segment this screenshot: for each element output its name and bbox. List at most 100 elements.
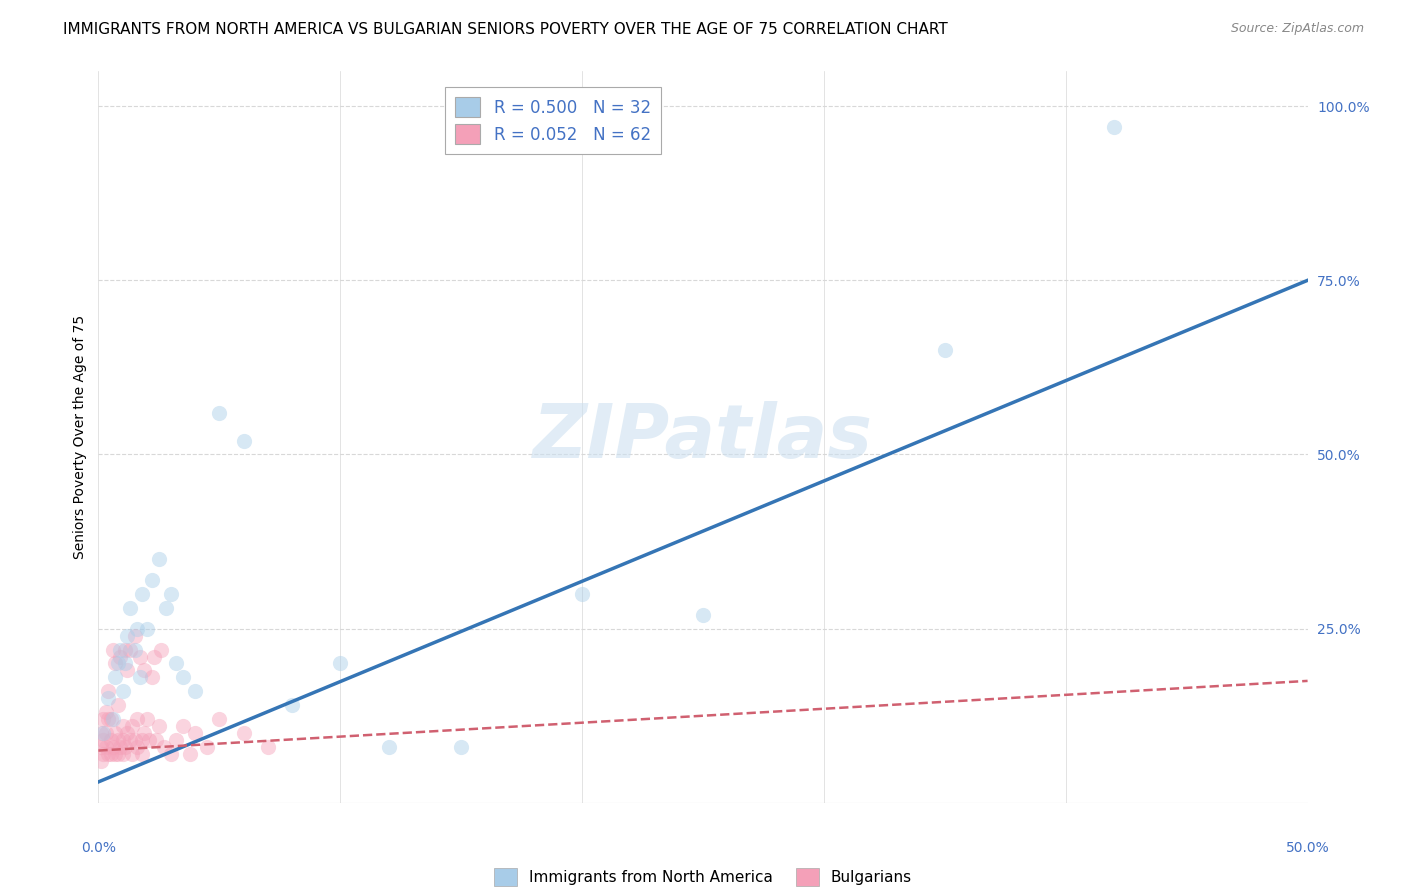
Point: [135, 622, 157, 636]
Point: [148, 552, 170, 566]
Point: [128, 670, 150, 684]
Text: 0.0%: 0.0%: [82, 841, 115, 855]
Point: [152, 740, 174, 755]
Point: [117, 664, 139, 678]
Point: [131, 747, 153, 761]
Point: [208, 712, 231, 726]
Point: [150, 642, 173, 657]
Point: [141, 670, 163, 684]
Point: [108, 740, 131, 755]
Point: [118, 600, 141, 615]
Point: [100, 747, 122, 761]
Point: [127, 712, 149, 726]
Point: [108, 642, 131, 657]
Point: [121, 747, 143, 761]
Point: [97, 712, 120, 726]
Point: [104, 670, 127, 684]
Point: [128, 649, 150, 664]
Point: [91, 747, 114, 761]
Point: [94, 740, 117, 755]
Point: [117, 629, 139, 643]
Text: IMMIGRANTS FROM NORTH AMERICA VS BULGARIAN SENIORS POVERTY OVER THE AGE OF 75 CO: IMMIGRANTS FROM NORTH AMERICA VS BULGARI…: [63, 22, 948, 37]
Point: [135, 712, 157, 726]
Point: [107, 657, 129, 671]
Point: [94, 726, 117, 740]
Point: [111, 733, 134, 747]
Point: [121, 719, 143, 733]
Point: [571, 587, 593, 601]
Point: [256, 740, 278, 755]
Point: [281, 698, 304, 713]
Point: [131, 587, 153, 601]
Point: [165, 733, 187, 747]
Point: [107, 698, 129, 713]
Point: [195, 740, 218, 755]
Point: [134, 726, 156, 740]
Point: [184, 726, 207, 740]
Point: [108, 649, 131, 664]
Point: [124, 733, 146, 747]
Point: [90, 726, 112, 740]
Point: [117, 726, 139, 740]
Point: [114, 657, 136, 671]
Point: [124, 629, 146, 643]
Point: [134, 664, 156, 678]
Text: Source: ZipAtlas.com: Source: ZipAtlas.com: [1230, 22, 1364, 36]
Point: [111, 747, 134, 761]
Point: [100, 712, 122, 726]
Point: [160, 747, 183, 761]
Point: [127, 740, 149, 755]
Point: [208, 406, 231, 420]
Point: [111, 684, 134, 698]
Point: [172, 719, 194, 733]
Point: [131, 733, 153, 747]
Point: [104, 657, 127, 671]
Point: [141, 573, 163, 587]
Point: [172, 670, 194, 684]
Point: [104, 747, 127, 761]
Point: [450, 740, 472, 755]
Point: [91, 733, 114, 747]
Point: [329, 657, 352, 671]
Point: [165, 657, 187, 671]
Point: [101, 642, 124, 657]
Point: [118, 733, 141, 747]
Text: ZIPatlas: ZIPatlas: [533, 401, 873, 474]
Point: [97, 684, 120, 698]
Point: [155, 600, 177, 615]
Point: [91, 712, 114, 726]
Point: [377, 740, 399, 755]
Point: [179, 747, 201, 761]
Point: [91, 726, 114, 740]
Point: [101, 712, 124, 726]
Point: [1102, 120, 1125, 134]
Point: [97, 691, 120, 706]
Point: [101, 740, 124, 755]
Point: [94, 705, 117, 719]
Point: [148, 719, 170, 733]
Point: [111, 719, 134, 733]
Point: [100, 733, 122, 747]
Point: [107, 733, 129, 747]
Point: [114, 642, 136, 657]
Point: [934, 343, 956, 357]
Point: [184, 684, 207, 698]
Y-axis label: Seniors Poverty Over the Age of 75: Seniors Poverty Over the Age of 75: [73, 315, 87, 559]
Point: [97, 747, 120, 761]
Point: [90, 754, 112, 768]
Text: 50.0%: 50.0%: [1285, 841, 1330, 855]
Point: [127, 622, 149, 636]
Point: [145, 733, 167, 747]
Point: [232, 726, 254, 740]
Point: [107, 747, 129, 761]
Point: [118, 642, 141, 657]
Point: [138, 733, 160, 747]
Point: [90, 740, 112, 755]
Point: [114, 740, 136, 755]
Point: [143, 649, 166, 664]
Point: [232, 434, 254, 448]
Point: [160, 587, 183, 601]
Point: [124, 642, 146, 657]
Legend: Immigrants from North America, Bulgarians: Immigrants from North America, Bulgarian…: [488, 862, 918, 892]
Point: [692, 607, 714, 622]
